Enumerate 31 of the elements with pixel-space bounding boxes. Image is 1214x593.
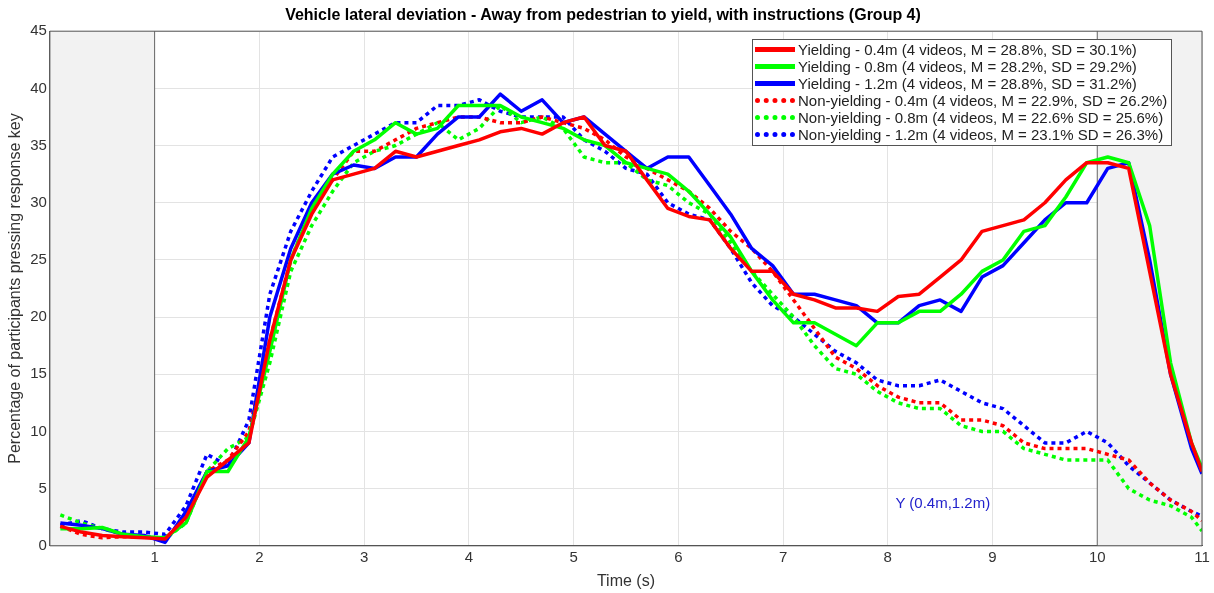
y-tick-label: 30 xyxy=(30,192,47,210)
x-tick-label: 7 xyxy=(778,547,788,565)
y-tick-label: 40 xyxy=(30,78,47,96)
legend-label: Yielding - 0.4m (4 videos, M = 28.8%, SD = 30.1%) xyxy=(798,41,1137,59)
y-tick-label: 10 xyxy=(30,421,47,439)
y-tick-label: 35 xyxy=(30,135,47,153)
y-tick-label: 25 xyxy=(30,250,47,268)
y-tick-label: 15 xyxy=(30,364,47,382)
chart-title: Vehicle lateral deviation - Away from pedestrian to yield, with instructions (Group 4) xyxy=(285,6,921,24)
y-tick-label: 0 xyxy=(38,535,47,553)
x-tick-label: 2 xyxy=(255,547,264,565)
x-tick-label: 8 xyxy=(883,547,892,565)
y-axis-title: Percentage of participants pressing response key xyxy=(6,113,24,464)
legend-label: Yielding - 1.2m (4 videos, M = 28.8%, SD = 31.2%) xyxy=(798,75,1137,93)
legend-label: Non-yielding - 1.2m (4 videos, M = 23.1% SD = 26.3%) xyxy=(798,126,1164,144)
legend-label: Yielding - 0.8m (4 videos, M = 28.2%, SD = 29.2%) xyxy=(798,58,1137,76)
x-tick-label: 10 xyxy=(1088,547,1106,565)
x-tick-label: 1 xyxy=(150,547,159,565)
annotation: Y (0.4m,1.2m) xyxy=(895,493,991,511)
x-tick-label: 3 xyxy=(359,547,369,565)
x-tick-label: 5 xyxy=(569,547,578,565)
x-tick-label: 11 xyxy=(1194,547,1210,565)
x-tick-label: 6 xyxy=(674,547,683,565)
x-tick-label: 9 xyxy=(988,547,997,565)
y-tick-label: 5 xyxy=(38,478,47,496)
y-tick-label: 45 xyxy=(30,21,47,39)
legend-label: Non-yielding - 0.8m (4 videos, M = 22.6% SD = 25.6%) xyxy=(798,109,1164,127)
x-tick-label: 4 xyxy=(464,547,474,565)
y-tick-label: 20 xyxy=(30,307,47,325)
x-axis-title: Time (s) xyxy=(596,571,655,589)
legend-label: Non-yielding - 0.4m (4 videos, M = 22.9%, SD = 26.2%) xyxy=(798,92,1168,110)
